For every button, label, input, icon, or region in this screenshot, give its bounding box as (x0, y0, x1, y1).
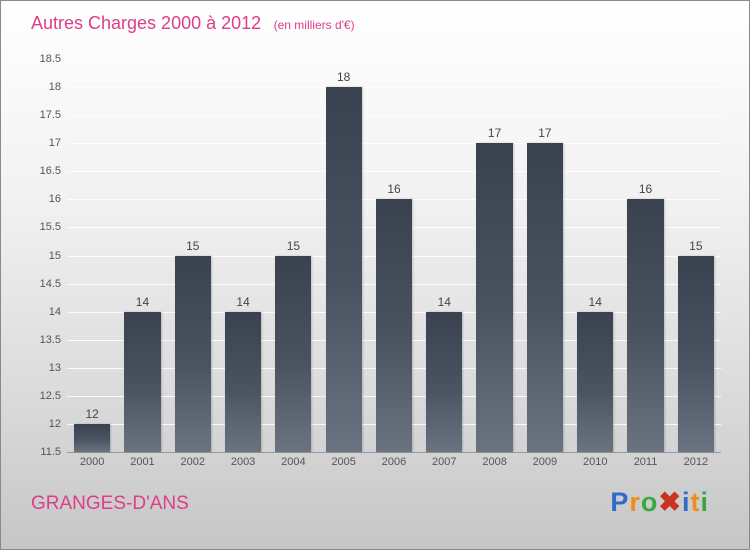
logo-letter: i (681, 487, 691, 517)
x-tick-label: 2003 (230, 456, 256, 468)
place-name: GRANGES-D'ANS (31, 493, 189, 514)
x-tick-label: 2000 (79, 456, 105, 468)
bar (325, 87, 362, 452)
proxiti-logo: Pro✖iti (610, 487, 709, 518)
bar (275, 255, 312, 452)
bar (476, 143, 513, 452)
bar-slot: 15 (671, 59, 721, 452)
bar-value-label: 16 (387, 182, 401, 197)
y-tick-label: 16.5 (39, 165, 61, 178)
bar-slot: 14 (570, 59, 620, 452)
bar (677, 255, 714, 452)
x-tick-label: 2008 (482, 456, 507, 468)
plot-area: 11.5 12 12.5 13 13.5 14 14.5 15 15.5 16 16.5 17 17.5… (40, 53, 721, 458)
bar-value-label: 14 (236, 294, 250, 309)
x-tick-label: 2002 (180, 456, 205, 468)
logo-letter: i (700, 487, 709, 517)
y-tick-label: 13.5 (39, 333, 61, 346)
y-tick-label: 14.5 (39, 277, 61, 290)
gridline (67, 171, 721, 173)
y-tick-label: 14 (48, 305, 61, 318)
bar (224, 311, 262, 452)
x-tick-label: 2001 (130, 456, 155, 468)
x-tick-label: 2006 (381, 456, 407, 468)
bar-slot: 16 (620, 59, 670, 452)
bar-slot: 16 (369, 59, 419, 452)
bar-value-label: 14 (588, 294, 602, 309)
bar (124, 311, 161, 452)
bar (426, 311, 463, 452)
bar (526, 143, 563, 452)
bar-value-label: 15 (689, 238, 703, 253)
bar-value-label: 16 (638, 182, 653, 197)
y-tick-label: 11.5 (40, 446, 61, 458)
bar-slot: 14 (117, 59, 167, 452)
x-tick-label: 2009 (532, 456, 558, 468)
bar (577, 311, 614, 452)
bar-value-label: 15 (186, 238, 200, 253)
x-tick-label: 2011 (633, 456, 658, 468)
x-axis-labels: 2000 2001 2002 2003 2004 2005 2006 2007 2008 2009… (67, 453, 721, 471)
y-tick-label: 13 (48, 361, 61, 374)
bar-slot: 15 (168, 59, 218, 452)
bar-slot: 18 (319, 59, 369, 452)
y-tick-label: 15.5 (39, 221, 61, 234)
bar-value-label: 18 (337, 70, 351, 85)
x-tick-label: 2007 (432, 456, 457, 468)
logo-letter: r (629, 487, 641, 517)
bar (74, 423, 111, 452)
chart-header: Autres Charges 2000 à 2012 (en milliers … (31, 13, 355, 34)
bar-value-label: 15 (286, 238, 301, 253)
logo-letter: t (690, 487, 701, 517)
bar-slot: 17 (469, 59, 519, 452)
chart-subtitle: (en milliers d'€) (273, 18, 355, 32)
chart-title: Autres Charges 2000 à 2012 (31, 13, 262, 33)
gridline (67, 115, 721, 117)
y-tick-label: 17.5 (39, 109, 61, 122)
gridline (67, 87, 721, 89)
bar-slot: 14 (419, 59, 469, 452)
bar-slot: 14 (218, 59, 268, 452)
bar-slot: 17 (520, 59, 570, 452)
logo-letter: o (640, 487, 659, 517)
bar-slot: 15 (268, 59, 318, 452)
y-tick-label: 16 (48, 193, 61, 206)
y-tick-label: 18 (48, 81, 61, 94)
bar-slot: 12 (67, 59, 117, 452)
x-tick-label: 2005 (331, 456, 356, 468)
bar-value-label: 14 (135, 294, 150, 309)
gridline (67, 59, 721, 60)
bar-value-label: 17 (487, 126, 502, 141)
bar-value-label: 14 (437, 294, 451, 309)
bar (627, 199, 664, 452)
gridline (67, 143, 721, 145)
y-tick-label: 12.5 (39, 389, 61, 402)
y-tick-label: 17 (48, 137, 61, 150)
logo-letter: ✖ (658, 487, 682, 517)
y-tick-label: 15 (48, 249, 61, 262)
bar-chart: 11.5 12 12.5 13 13.5 14 14.5 15 15.5 16 16.5 17 17.5… (31, 53, 723, 468)
bar (375, 199, 413, 452)
bar (174, 255, 211, 452)
bar-value-label: 12 (85, 406, 99, 421)
y-tick-label: 12 (48, 417, 61, 430)
bar-value-label: 17 (538, 126, 552, 141)
y-tick-label: 18.5 (39, 53, 61, 65)
logo-letter: P (610, 487, 630, 517)
x-tick-label: 2010 (582, 456, 608, 468)
x-tick-label: 2004 (281, 456, 306, 468)
x-tick-label: 2012 (683, 456, 709, 468)
